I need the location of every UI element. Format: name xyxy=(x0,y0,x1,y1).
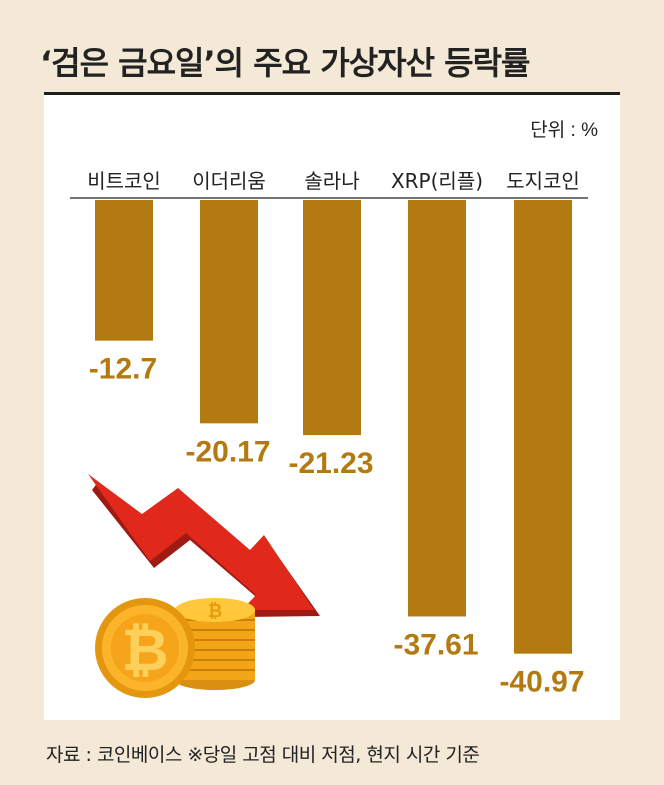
value-label: -12.7 xyxy=(89,353,157,386)
bar xyxy=(95,200,153,341)
category-label: XRP(리플) xyxy=(391,169,483,193)
falling-arrow-icon xyxy=(88,474,320,617)
bar xyxy=(408,200,466,617)
category-label: 솔라나 xyxy=(304,169,359,193)
category-label: 이더리움 xyxy=(192,169,266,193)
value-label: -21.23 xyxy=(288,447,373,480)
bar xyxy=(303,200,361,436)
value-label: -37.61 xyxy=(393,628,478,661)
category-label: 비트코인 xyxy=(87,169,161,193)
bitcoin-coin-icon: ₿ ₿ xyxy=(95,598,255,698)
value-label: -20.17 xyxy=(185,435,270,468)
source-note: 자료 : 코인베이스 ※당일 고점 대비 저점, 현지 시간 기준 xyxy=(46,744,480,766)
unit-label: 단위 : % xyxy=(530,119,598,141)
bar xyxy=(514,200,572,654)
title-rule xyxy=(44,92,620,95)
category-label: 도지코인 xyxy=(506,169,580,193)
svg-text:₿: ₿ xyxy=(121,616,168,684)
chart-title: ‘검은 금요일’의 주요 가상자산 등락률 xyxy=(40,44,530,82)
svg-text:₿: ₿ xyxy=(208,601,223,622)
bar xyxy=(200,200,258,424)
value-label: -40.97 xyxy=(499,666,584,699)
